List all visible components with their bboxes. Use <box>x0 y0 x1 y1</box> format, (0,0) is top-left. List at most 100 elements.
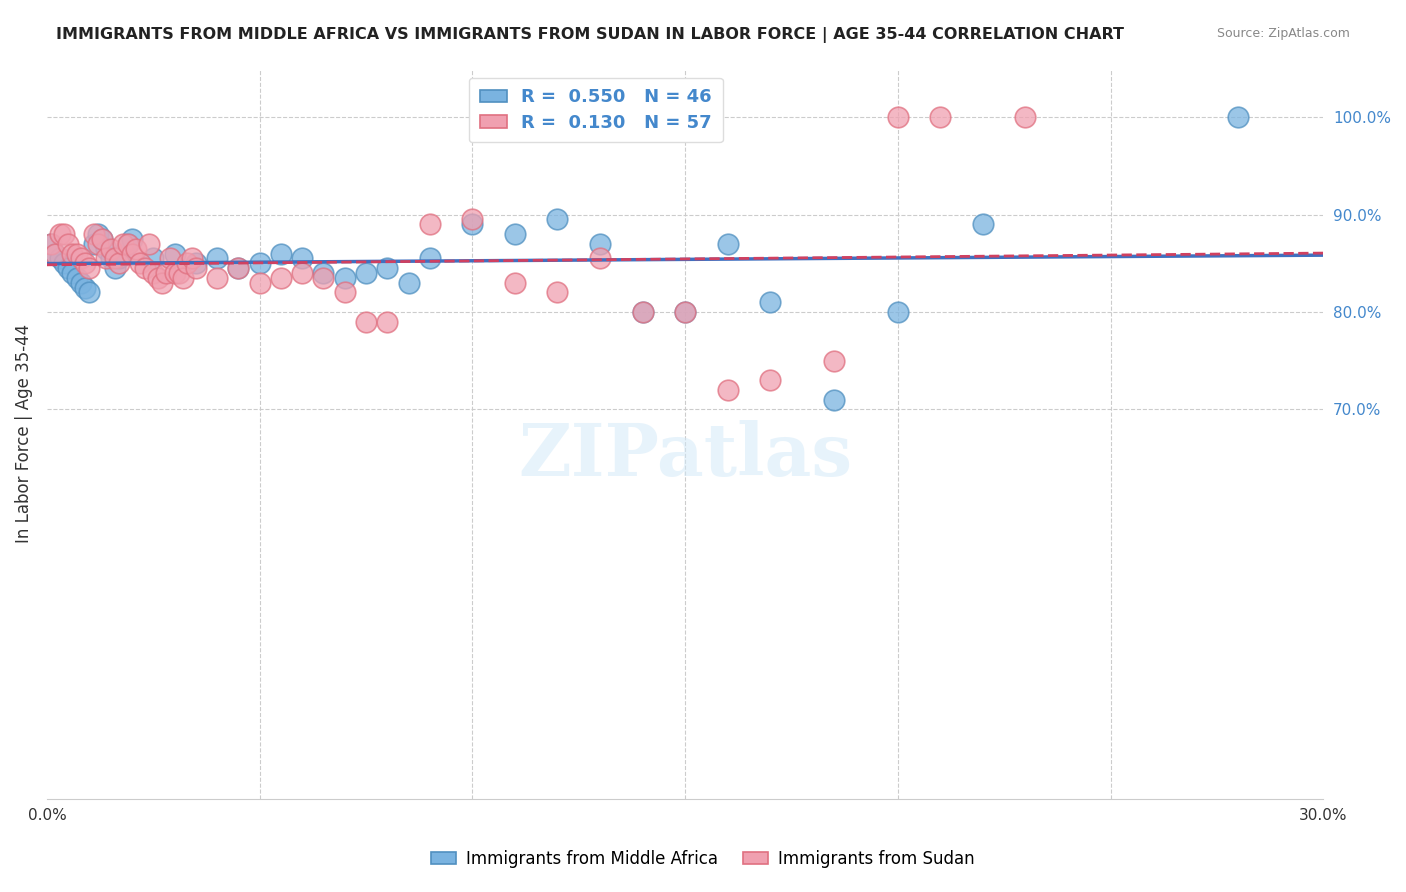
Point <box>503 227 526 241</box>
Point <box>546 212 568 227</box>
Point <box>631 305 654 319</box>
Point <box>75 256 97 270</box>
Point <box>39 236 62 251</box>
Point <box>142 252 165 266</box>
Point <box>91 232 114 246</box>
Point <box>108 256 131 270</box>
Point <box>249 256 271 270</box>
Point <box>717 383 740 397</box>
Point <box>823 392 845 407</box>
Point <box>44 246 66 260</box>
Point <box>205 270 228 285</box>
Point <box>117 236 139 251</box>
Point <box>146 270 169 285</box>
Point <box>631 305 654 319</box>
Point <box>205 252 228 266</box>
Point <box>228 261 250 276</box>
Point <box>461 212 484 227</box>
Point <box>419 217 441 231</box>
Point <box>96 242 118 256</box>
Point <box>546 285 568 300</box>
Legend: R =  0.550   N = 46, R =  0.130   N = 57: R = 0.550 N = 46, R = 0.130 N = 57 <box>468 78 723 143</box>
Point <box>117 236 139 251</box>
Text: Source: ZipAtlas.com: Source: ZipAtlas.com <box>1216 27 1350 40</box>
Point <box>96 252 118 266</box>
Point <box>56 261 79 276</box>
Point <box>270 246 292 260</box>
Point <box>62 246 84 260</box>
Point <box>52 227 75 241</box>
Point <box>70 252 93 266</box>
Point <box>129 256 152 270</box>
Point <box>155 266 177 280</box>
Point <box>87 227 110 241</box>
Point <box>159 252 181 266</box>
Point <box>150 276 173 290</box>
Point <box>100 252 122 266</box>
Point <box>249 276 271 290</box>
Point <box>52 256 75 270</box>
Point <box>180 252 202 266</box>
Point <box>1014 110 1036 124</box>
Point <box>70 276 93 290</box>
Point <box>62 266 84 280</box>
Point <box>112 236 135 251</box>
Point <box>48 227 70 241</box>
Point <box>929 110 952 124</box>
Point <box>228 261 250 276</box>
Point <box>104 252 127 266</box>
Point <box>112 246 135 260</box>
Point <box>48 252 70 266</box>
Point <box>887 110 910 124</box>
Point <box>138 236 160 251</box>
Point <box>83 236 105 251</box>
Point <box>503 276 526 290</box>
Point <box>759 295 782 310</box>
Text: ZIPatlas: ZIPatlas <box>517 420 852 491</box>
Point <box>167 266 190 280</box>
Point <box>56 236 79 251</box>
Text: IMMIGRANTS FROM MIDDLE AFRICA VS IMMIGRANTS FROM SUDAN IN LABOR FORCE | AGE 35-4: IMMIGRANTS FROM MIDDLE AFRICA VS IMMIGRA… <box>56 27 1125 43</box>
Point <box>312 270 335 285</box>
Point <box>163 246 186 260</box>
Point <box>759 373 782 387</box>
Point <box>134 261 156 276</box>
Point <box>79 285 101 300</box>
Point <box>1227 110 1250 124</box>
Point <box>270 270 292 285</box>
Point <box>972 217 994 231</box>
Point <box>39 236 62 251</box>
Point <box>184 261 207 276</box>
Point <box>461 217 484 231</box>
Point <box>44 246 66 260</box>
Point <box>375 315 398 329</box>
Point <box>125 242 148 256</box>
Point <box>121 232 143 246</box>
Point <box>375 261 398 276</box>
Point <box>100 242 122 256</box>
Point <box>176 256 198 270</box>
Point <box>673 305 696 319</box>
Point <box>291 266 314 280</box>
Point <box>887 305 910 319</box>
Point <box>589 236 612 251</box>
Point <box>91 232 114 246</box>
Point <box>142 266 165 280</box>
Point <box>87 236 110 251</box>
Point <box>66 246 89 260</box>
Point <box>333 270 356 285</box>
Point <box>75 280 97 294</box>
Point <box>823 353 845 368</box>
Point <box>419 252 441 266</box>
Point <box>333 285 356 300</box>
Point <box>354 266 377 280</box>
Point <box>104 261 127 276</box>
Point <box>163 266 186 280</box>
Point <box>108 252 131 266</box>
Point <box>83 227 105 241</box>
Point <box>79 261 101 276</box>
Point <box>717 236 740 251</box>
Point <box>312 266 335 280</box>
Point <box>66 270 89 285</box>
Legend: Immigrants from Middle Africa, Immigrants from Sudan: Immigrants from Middle Africa, Immigrant… <box>425 844 981 875</box>
